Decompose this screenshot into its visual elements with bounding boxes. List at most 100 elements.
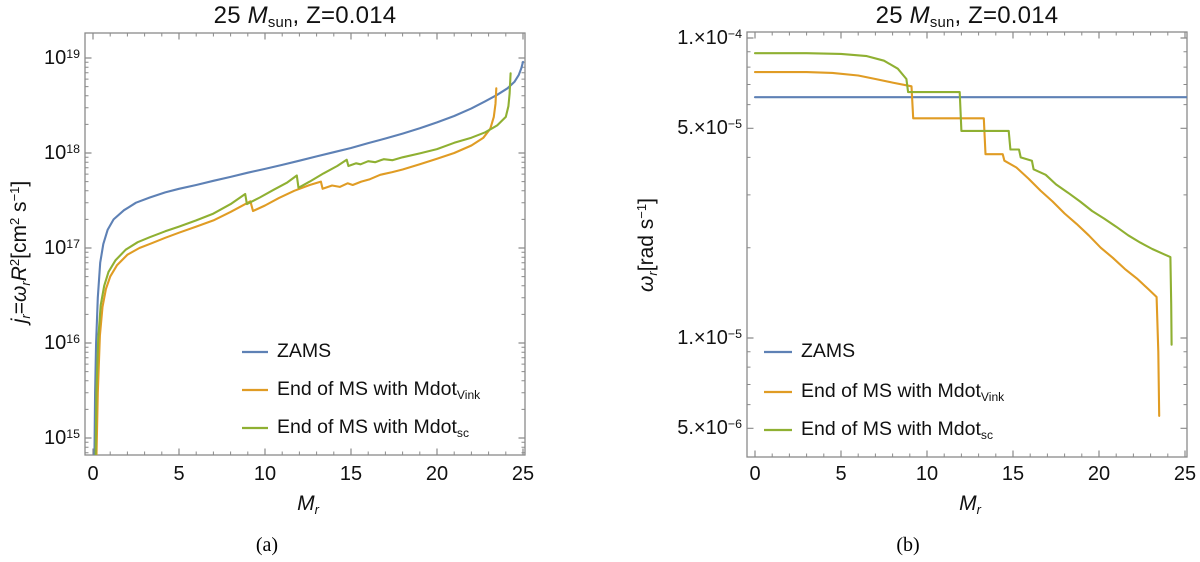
text-part: 10	[43, 142, 67, 164]
text-part: 5.×10	[677, 417, 728, 440]
text-part: ZAMS	[277, 340, 332, 362]
panel-a	[84, 32, 526, 456]
text-part: ZAMS	[801, 340, 856, 362]
x-axis-label-a: Mr	[268, 492, 348, 517]
text-part: ω	[8, 285, 31, 302]
panel-b-xtick-20: 20	[1087, 463, 1111, 485]
text-part: sc	[456, 425, 469, 440]
caption-b: (b)	[896, 534, 920, 556]
panel-b-xtick-5: 5	[835, 463, 847, 485]
text-part: 10	[43, 47, 67, 69]
text-part: End of MS with Mdot	[801, 418, 981, 440]
panel-b-ytick-2: 1.×10−5	[627, 325, 742, 353]
text-part: 18	[66, 141, 80, 156]
panel-a-curve-end-of-ms-with-mdotvink	[95, 87, 498, 455]
text-part: −4	[727, 26, 742, 41]
panel-b-ytick-0: 1.×10−4	[627, 25, 742, 53]
text-part: r	[644, 271, 660, 276]
text-part: 25	[213, 2, 248, 29]
text-part: 5.×10	[677, 117, 728, 140]
text-part: 10	[43, 427, 67, 449]
panel-a-legend-label-zams: ZAMS	[277, 339, 331, 364]
plot-frame-b	[746, 31, 1188, 458]
text-part: End of MS with Mdot	[801, 380, 981, 402]
panel-a-legend-label-end-of-ms-with-mdotvink: End of MS with MdotVink	[277, 377, 480, 404]
text-part: , Z=0.014	[954, 2, 1059, 29]
text-part: sc	[980, 427, 993, 442]
y-axis-label-a: jr=ωrR2[cm2 s−1]	[7, 181, 33, 324]
text-part: 19	[66, 46, 80, 61]
panel-b-curve-end-of-ms-with-mdotsc	[753, 52, 1173, 346]
panel-b-ytick-1: 5.×10−5	[627, 115, 742, 143]
minor-ticks-b	[747, 32, 1187, 457]
text-part: r	[17, 314, 33, 319]
panel-b-xtick-25: 25	[1173, 463, 1197, 485]
major-ticks-b	[747, 32, 1187, 457]
text-part: M	[297, 492, 315, 515]
text-part: j	[8, 318, 31, 324]
text-part: R	[8, 266, 31, 282]
text-part: −5	[727, 116, 742, 131]
minor-ticks-a	[85, 33, 525, 455]
panel-a-ytick-0: 1019	[0, 45, 80, 73]
text-part: r	[314, 501, 319, 517]
text-part: sun	[929, 15, 955, 32]
panel-a-ytick-1: 1018	[0, 140, 80, 168]
panel-a-ytick-2: 1017	[0, 235, 80, 263]
text-part: s	[8, 201, 31, 218]
text-part: [rad s	[635, 218, 658, 272]
panel-a-legend-label-end-of-ms-with-mdotsc: End of MS with Mdotsc	[277, 415, 469, 442]
panel-b-ytick-3: 5.×10−6	[627, 415, 742, 443]
panel-a-ytick-3: 1016	[0, 330, 80, 358]
major-ticks-a	[85, 33, 525, 455]
text-part: M	[247, 2, 268, 29]
panel-a-xtick-25: 25	[511, 463, 535, 485]
plot-frame-a	[84, 32, 526, 456]
text-part: =	[8, 301, 31, 315]
panel-a-xtick-5: 5	[173, 463, 185, 485]
text-part: , Z=0.014	[292, 2, 397, 29]
text-part: r	[17, 281, 33, 286]
panel-b-curve-end-of-ms-with-mdotvink	[753, 71, 1161, 417]
panel-b-xtick-10: 10	[915, 463, 939, 485]
panel-a-xtick-0: 0	[87, 463, 99, 485]
panel-b-legend-label-zams: ZAMS	[801, 339, 855, 364]
panel-b-legend-label-end-of-ms-with-mdotsc: End of MS with Mdotsc	[801, 417, 993, 444]
text-part: 10	[43, 237, 67, 259]
text-part: 17	[66, 236, 80, 251]
plot-title-a: 25 Msun, Z=0.014	[75, 2, 535, 32]
text-part: r	[976, 501, 981, 517]
text-part: [cm	[8, 225, 31, 259]
text-part: 2	[7, 258, 23, 267]
text-part: M	[959, 492, 977, 515]
text-part: Vink	[456, 387, 481, 402]
panel-b	[746, 31, 1188, 458]
text-part: sun	[267, 15, 293, 32]
text-part: M	[909, 2, 930, 29]
x-axis-label-b: Mr	[930, 492, 1010, 517]
panel-a-xtick-20: 20	[425, 463, 449, 485]
text-part: 10	[43, 332, 67, 354]
text-part: −5	[727, 326, 742, 341]
text-part: −1	[634, 203, 650, 219]
text-part: ω	[635, 275, 658, 292]
text-part: End of MS with Mdot	[277, 378, 457, 400]
text-part: 16	[66, 331, 80, 346]
panel-b-xtick-15: 15	[1001, 463, 1025, 485]
plot-title-b: 25 Msun, Z=0.014	[737, 2, 1197, 32]
caption-a: (a)	[255, 534, 279, 556]
panel-b-xtick-0: 0	[749, 463, 761, 485]
text-part: −1	[7, 186, 23, 202]
panel-a-curve-end-of-ms-with-mdotsc	[94, 72, 512, 455]
panel-a-ytick-4: 1015	[0, 425, 80, 453]
text-part: 1.×10	[677, 327, 728, 349]
panel-a-xtick-10: 10	[253, 463, 277, 485]
text-part: 2	[7, 217, 23, 226]
panel-a-xtick-15: 15	[339, 463, 363, 485]
text-part: 25	[875, 2, 910, 29]
text-part: 15	[66, 426, 80, 441]
panel-a-curve-zams	[93, 60, 525, 455]
y-axis-label-b: ωr[rad s−1]	[634, 198, 660, 292]
